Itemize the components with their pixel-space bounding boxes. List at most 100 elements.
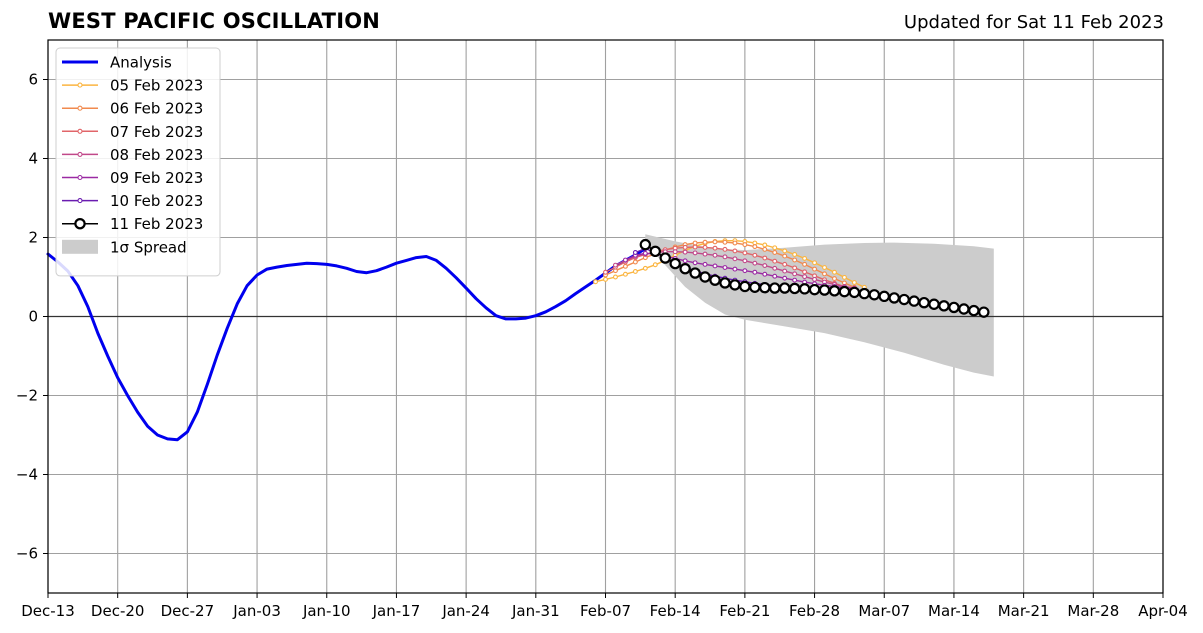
series-point bbox=[762, 271, 768, 277]
series-point bbox=[722, 239, 728, 245]
forecast-point bbox=[669, 257, 681, 270]
series-point bbox=[712, 252, 718, 258]
y-tick-label: 4 bbox=[28, 150, 38, 168]
forecast-point bbox=[729, 279, 741, 291]
forecast-point bbox=[808, 283, 821, 296]
x-tick-label: Mar-07 bbox=[858, 602, 910, 620]
forecast-point bbox=[649, 245, 661, 258]
x-tick-label: Jan-17 bbox=[372, 602, 421, 620]
series-point bbox=[613, 262, 618, 268]
series-point bbox=[652, 262, 658, 268]
series-point bbox=[812, 260, 818, 266]
series-layer bbox=[46, 238, 990, 442]
series-point bbox=[772, 258, 778, 264]
forecast-point bbox=[709, 274, 721, 286]
x-tick-label: Dec-13 bbox=[21, 602, 75, 620]
forecast-point bbox=[938, 300, 950, 312]
series-point bbox=[692, 240, 698, 246]
forecast-point bbox=[788, 282, 801, 295]
legend-label: 1σ Spread bbox=[110, 238, 187, 256]
legend-label: 10 Feb 2023 bbox=[110, 192, 203, 210]
series-point bbox=[772, 250, 778, 255]
forecast-point bbox=[769, 282, 781, 294]
legend-label: 05 Feb 2023 bbox=[110, 77, 203, 95]
x-tick-label: Dec-20 bbox=[91, 602, 145, 620]
series-point bbox=[603, 276, 608, 282]
series-point bbox=[702, 239, 708, 245]
forecast-point bbox=[928, 298, 940, 310]
series-point bbox=[613, 274, 618, 280]
spread-area bbox=[645, 234, 994, 377]
x-tick-label: Mar-28 bbox=[1067, 602, 1119, 620]
series-point bbox=[851, 280, 857, 285]
x-tick-label: Feb-07 bbox=[580, 602, 631, 620]
series-line-0 bbox=[46, 247, 647, 442]
series-point bbox=[682, 258, 688, 264]
x-tick-label: Mar-14 bbox=[928, 602, 980, 620]
series-point bbox=[593, 279, 598, 285]
series-point bbox=[732, 248, 738, 254]
forecast-point bbox=[968, 304, 980, 317]
series-point bbox=[732, 240, 738, 246]
series-point bbox=[603, 269, 608, 275]
legend-marker bbox=[77, 151, 83, 157]
series-point bbox=[812, 276, 818, 282]
legend-marker bbox=[77, 198, 83, 204]
series-point bbox=[762, 242, 768, 248]
series-point bbox=[762, 246, 768, 252]
series-point bbox=[832, 269, 837, 275]
forecast-point bbox=[868, 289, 880, 301]
series-point bbox=[622, 263, 628, 269]
forecast-point bbox=[828, 285, 841, 297]
series-point bbox=[722, 246, 728, 252]
forecast-point bbox=[848, 286, 861, 299]
x-tick-label: Feb-21 bbox=[719, 602, 770, 620]
forecast-point bbox=[798, 283, 811, 295]
forecast-point bbox=[838, 285, 851, 298]
legend-marker bbox=[77, 174, 83, 181]
series-point bbox=[692, 260, 698, 266]
forecast-point bbox=[749, 281, 761, 293]
series-point bbox=[632, 259, 638, 265]
series-point bbox=[742, 268, 748, 274]
series-point bbox=[782, 248, 788, 254]
axes: Dec-13 Dec-20 Dec-27 Jan-03 Jan-10 Jan-17 Jan-… bbox=[16, 39, 1188, 620]
series-point bbox=[792, 277, 798, 283]
x-tick-label: Jan-31 bbox=[511, 602, 560, 620]
x-tick-label: Apr-04 bbox=[1138, 602, 1188, 620]
x-tick-label: Feb-14 bbox=[650, 602, 701, 620]
series-point bbox=[742, 258, 748, 264]
series-point bbox=[702, 261, 708, 267]
x-tick-label: Jan-24 bbox=[441, 602, 490, 620]
legend: Analysis 05 Feb 2023 06 Feb 2023 07 Feb 202… bbox=[55, 47, 221, 277]
y-tick-label: 0 bbox=[28, 308, 38, 326]
series-point bbox=[802, 255, 808, 261]
series-point bbox=[722, 265, 728, 270]
y-tick-label: 2 bbox=[28, 229, 38, 247]
legend-marker bbox=[77, 82, 83, 88]
series-point bbox=[822, 271, 827, 277]
forecast-point bbox=[679, 263, 691, 275]
series-point bbox=[752, 269, 758, 275]
spread-band bbox=[645, 234, 994, 377]
series-point bbox=[712, 245, 718, 251]
series-point bbox=[732, 266, 738, 272]
series-point bbox=[622, 271, 628, 277]
forecast-point bbox=[689, 267, 701, 279]
series-point bbox=[782, 275, 788, 281]
forecast-point bbox=[818, 284, 831, 296]
series-point bbox=[822, 265, 827, 270]
series-point bbox=[732, 256, 738, 262]
series-point bbox=[642, 265, 648, 271]
series-point bbox=[722, 254, 728, 260]
forecast-point bbox=[659, 252, 671, 264]
series-point bbox=[702, 251, 708, 257]
legend-label: 06 Feb 2023 bbox=[110, 100, 203, 118]
legend-label: Analysis bbox=[110, 54, 172, 72]
series-point bbox=[752, 244, 758, 250]
forecast-point bbox=[888, 292, 900, 304]
y-tick-label: −4 bbox=[16, 466, 38, 484]
series-point bbox=[832, 276, 837, 282]
x-tick-label: Mar-21 bbox=[998, 602, 1050, 620]
series-point bbox=[802, 274, 808, 280]
